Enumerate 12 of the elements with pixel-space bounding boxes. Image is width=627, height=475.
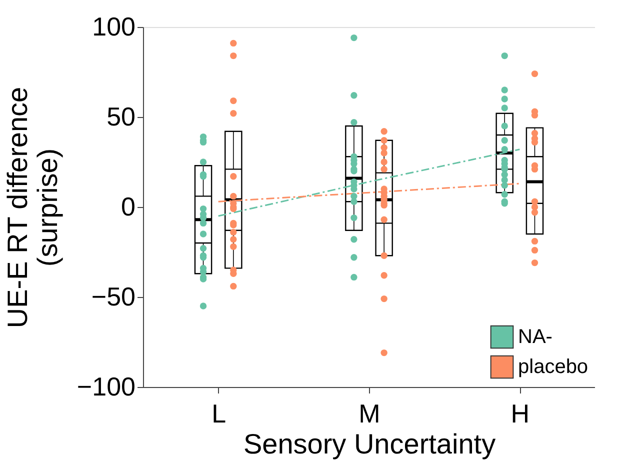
y-axis-title: UE-E RT difference (surprise) [2, 86, 63, 328]
legend-label: placebo [518, 356, 588, 378]
x-tick-label: M [358, 398, 380, 428]
y-tick-label: −50 [91, 282, 136, 312]
y-tick-label: 50 [106, 102, 136, 132]
y-tick-label: 100 [92, 12, 136, 42]
x-tick-label: H [510, 398, 530, 428]
y-tick-label: −100 [76, 372, 136, 402]
x-axis-title: Sensory Uncertainty [243, 428, 496, 460]
y-tick-label: 0 [121, 192, 136, 222]
legend-label: NA- [518, 326, 552, 348]
x-tick-label: L [212, 398, 226, 428]
